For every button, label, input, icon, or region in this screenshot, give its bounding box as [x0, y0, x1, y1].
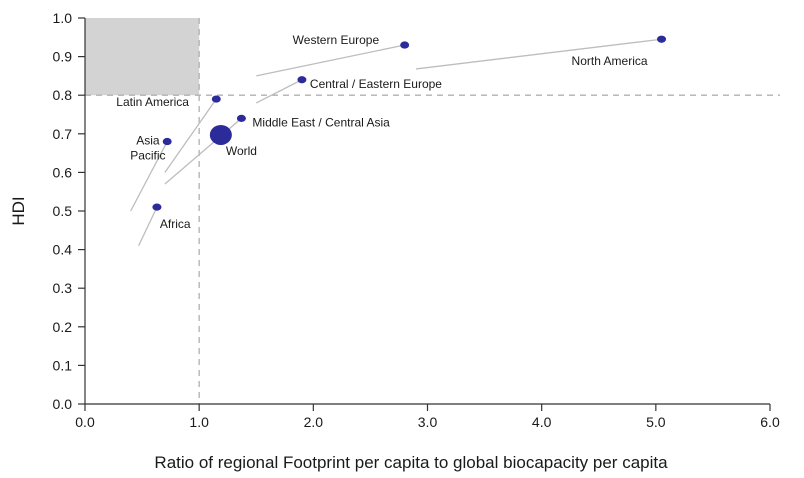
- data-point-world: [209, 124, 232, 145]
- x-tick-label: 1.0: [189, 414, 209, 430]
- point-labels-layer: North America Western Europe Central / Eas…: [116, 33, 648, 231]
- trend-line-asia-pacific: [130, 141, 168, 212]
- x-tick-label: 4.0: [532, 414, 552, 430]
- data-point-central-eastern-europe: [297, 76, 307, 84]
- trend-line-western-europe: [256, 44, 405, 77]
- y-tick-label: 0.8: [53, 87, 73, 103]
- axes-layer: 0.0 1.0 2.0 3.0 4.0 5.0 6.0 0.0 0.1 0.2 0.3 0.4 0.5 0…: [53, 10, 780, 430]
- trend-line-north-america: [416, 38, 662, 70]
- y-tick-label: 1.0: [53, 10, 73, 26]
- x-axis-title: Ratio of regional Footprint per capita t…: [154, 453, 668, 472]
- y-tick-label: 0.4: [53, 242, 73, 258]
- point-label-africa: Africa: [160, 217, 191, 231]
- data-point-north-america: [657, 35, 667, 43]
- trend-lines-layer: [130, 38, 662, 247]
- point-label-central-eastern-europe: Central / Eastern Europe: [310, 77, 442, 91]
- y-tick-label: 0.1: [53, 357, 73, 373]
- point-label-middle-east-central-asia: Middle East / Central Asia: [252, 115, 390, 129]
- point-label-north-america: North America: [572, 54, 648, 68]
- point-label-latin-america: Latin America: [116, 95, 189, 109]
- y-tick-label: 0.3: [53, 280, 73, 296]
- data-point-asia-pacific: [162, 137, 172, 146]
- trend-line-africa: [138, 206, 158, 247]
- point-label-asia-pacific: Asia Pacific: [130, 134, 165, 163]
- high-development-threshold-region: [85, 18, 200, 96]
- x-tick-label: 6.0: [760, 414, 780, 430]
- y-tick-label: 0.7: [53, 126, 73, 142]
- y-tick-label: 0.0: [53, 396, 73, 412]
- y-axis-title: HDI: [9, 196, 28, 225]
- trend-line-latin-america: [164, 98, 217, 173]
- x-tick-label: 0.0: [75, 414, 95, 430]
- point-label-western-europe: Western Europe: [293, 33, 380, 47]
- y-tick-label: 0.2: [53, 319, 73, 335]
- x-tick-label: 2.0: [304, 414, 324, 430]
- reference-lines-layer: [85, 18, 780, 404]
- threshold-region-layer: [85, 18, 200, 96]
- y-tick-label: 0.6: [53, 164, 73, 180]
- data-point-western-europe: [400, 41, 410, 49]
- point-label-world: World: [226, 144, 257, 158]
- y-tick-label: 0.5: [53, 203, 73, 219]
- data-point-latin-america: [211, 95, 221, 103]
- data-points-layer: [152, 35, 667, 211]
- x-tick-label: 5.0: [646, 414, 666, 430]
- y-tick-label: 0.9: [53, 49, 73, 65]
- data-point-africa: [152, 203, 162, 211]
- trend-line-central-eastern-europe: [255, 79, 303, 104]
- data-point-middle-east-central-asia: [236, 114, 246, 122]
- x-tick-label: 3.0: [418, 414, 438, 430]
